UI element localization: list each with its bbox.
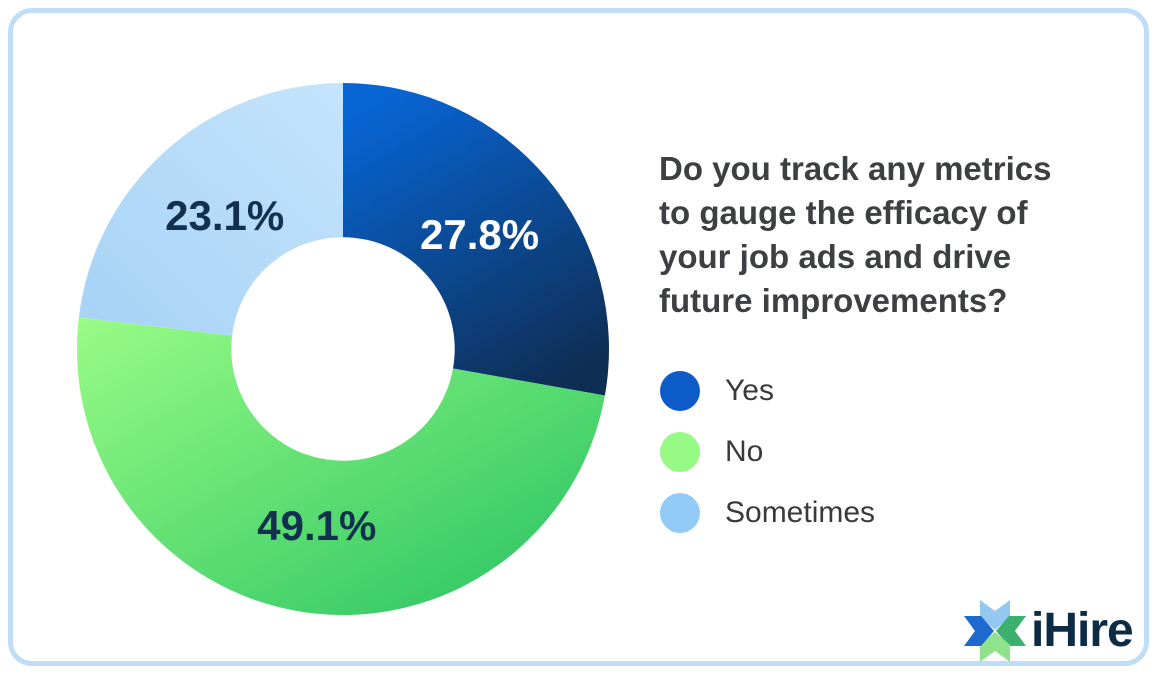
legend-swatch-no — [660, 432, 700, 472]
legend-item-sometimes: Sometimes — [660, 493, 875, 533]
logo-arrow-right-icon — [996, 616, 1026, 646]
legend-label-yes: Yes — [725, 374, 774, 407]
donut-chart-svg: 27.8% 49.1% 23.1% — [76, 83, 609, 615]
ihire-logo-icon — [964, 600, 1026, 662]
chart-question-title: Do you track any metrics to gauge the ef… — [659, 150, 1052, 319]
legend-item-yes: Yes — [660, 371, 875, 411]
ihire-logo: iHire — [963, 599, 1134, 663]
logo-arrow-left-icon — [964, 616, 994, 646]
legend-item-no: No — [660, 432, 875, 472]
legend-swatch-sometimes — [660, 493, 700, 533]
donut-segment-yes — [343, 83, 609, 396]
chart-legend: Yes No Sometimes — [660, 371, 875, 554]
infographic-card: 27.8% 49.1% 23.1% Do you track any metrics… — [8, 8, 1149, 666]
donut-chart: 27.8% 49.1% 23.1% — [73, 79, 613, 619]
logo-arrow-top-icon — [980, 600, 1010, 630]
donut-value-label-sometimes: 23.1% — [165, 192, 284, 239]
legend-label-no: No — [725, 435, 764, 468]
donut-segment-sometimes — [78, 83, 343, 336]
donut-value-label-yes: 27.8% — [420, 211, 539, 258]
legend-swatch-yes — [660, 371, 700, 411]
donut-segment-no — [76, 317, 605, 615]
donut-value-label-no: 49.1% — [257, 502, 376, 549]
legend-label-sometimes: Sometimes — [725, 496, 876, 529]
ihire-logo-text: iHire — [1031, 604, 1134, 657]
logo-arrow-bottom-icon — [980, 632, 1010, 662]
